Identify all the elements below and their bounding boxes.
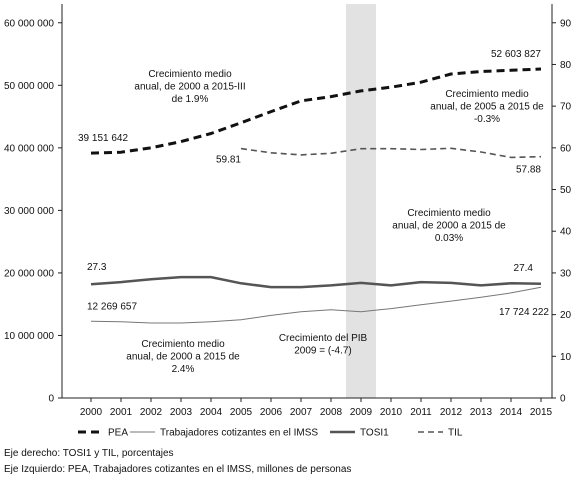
data-label: 27.4 [514, 263, 534, 274]
legend-label: TIL [448, 428, 463, 439]
right-tick-label: 20 [560, 310, 572, 321]
growth-annotation: Crecimiento medio anual, de 2000 a 2015 d… [126, 339, 240, 375]
x-tick-label: 2007 [290, 407, 313, 418]
right-tick-label: 30 [560, 268, 572, 279]
data-label: 12 269 657 [87, 301, 137, 312]
left-tick-label: 30 000 000 [4, 206, 54, 217]
growth-annotation: Crecimiento medio anual, de 2000 a 2015 d… [392, 208, 506, 244]
data-label: 27.3 [87, 262, 107, 273]
legend-label: Trabajadores cotizantes en el IMSS [160, 428, 318, 439]
x-tick-label: 2006 [260, 407, 283, 418]
x-tick-label: 2015 [530, 407, 553, 418]
x-tick-label: 2004 [200, 407, 223, 418]
legend-label: PEA [108, 428, 128, 439]
right-tick-label: 80 [560, 60, 572, 71]
left-tick-label: 40 000 000 [4, 143, 54, 154]
right-tick-label: 40 [560, 227, 572, 238]
x-tick-label: 2001 [110, 407, 133, 418]
data-label: 17 724 222 [499, 307, 549, 318]
shaded-year-band [346, 4, 376, 398]
right-axis-note: Eje derecho: TOSI1 y TIL, porcentajes [4, 448, 174, 459]
x-tick-label: 2011 [410, 407, 432, 418]
series-line-tosi1 [90, 275, 542, 289]
x-tick-label: 2009 [350, 407, 373, 418]
right-tick-label: 10 [560, 352, 572, 363]
left-tick-label: 50 000 000 [4, 81, 54, 92]
x-tick-label: 2000 [80, 407, 103, 418]
right-tick-label: 90 [560, 18, 572, 29]
right-tick-label: 0 [560, 394, 566, 405]
x-tick-label: 2002 [140, 407, 163, 418]
data-label: 39 151 642 [78, 133, 128, 144]
data-label: 52 603 827 [491, 49, 541, 60]
left-tick-label: 20 000 000 [4, 268, 54, 279]
left-tick-label: 60 000 000 [4, 18, 54, 29]
data-label: 59.81 [216, 155, 241, 166]
series-line-til [240, 147, 542, 159]
x-tick-label: 2014 [500, 407, 523, 418]
data-label: 57.88 [516, 165, 541, 176]
legend-label: TOSI1 [360, 428, 389, 439]
x-tick-label: 2012 [440, 407, 463, 418]
right-tick-label: 60 [560, 143, 572, 154]
x-tick-label: 2003 [170, 407, 193, 418]
left-axis-note: Eje Izquierdo: PEA, Trabajadores cotizan… [4, 464, 352, 475]
right-tick-label: 70 [560, 102, 572, 113]
left-tick-label: 10 000 000 [4, 331, 54, 342]
x-tick-label: 2005 [230, 407, 253, 418]
x-tick-label: 2010 [380, 407, 403, 418]
growth-annotation: Crecimiento medio anual, de 2005 a 2015 d… [430, 89, 544, 125]
x-tick-label: 2013 [470, 407, 493, 418]
right-tick-label: 50 [560, 185, 572, 196]
growth-annotation: Crecimiento del PIB 2009 = (-4.7) [279, 333, 368, 357]
left-tick-label: 0 [48, 394, 54, 405]
growth-annotation: Crecimiento medio anual, de 2000 a 2015-I… [134, 69, 245, 105]
x-tick-label: 2008 [320, 407, 343, 418]
series-line-trabajadores-cotizantes-en-el-imss [90, 286, 542, 324]
